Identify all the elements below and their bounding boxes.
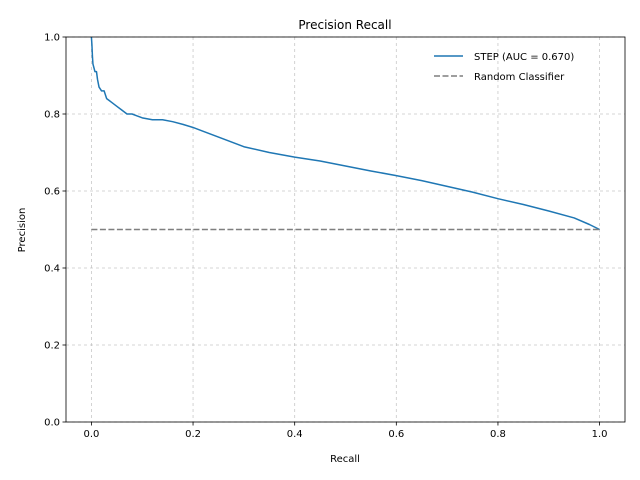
chart-title: Precision Recall: [298, 18, 391, 32]
legend-label: Random Classifier: [474, 72, 565, 83]
x-tick-label: 0.0: [83, 429, 99, 440]
axes-frame: [65, 36, 626, 423]
y-tick-label: 0.0: [44, 418, 60, 429]
grid: [66, 36, 625, 423]
legend: STEP (AUC = 0.670) Random Classifier: [434, 52, 574, 83]
y-tick-label: 0.6: [44, 187, 60, 198]
y-tick-label: 0.2: [44, 341, 60, 352]
y-tick-label: 1.0: [44, 33, 60, 44]
series-line-step: [90, 36, 600, 231]
x-tick-label: 0.4: [287, 429, 303, 440]
axes: 0.0 0.2 0.4 0.6 0.8 1.0 0.0 0.2 0.4 0.6 0.8 1.0: [44, 33, 626, 440]
x-axis-label: Recall: [330, 454, 360, 465]
y-axis-label: Precision: [17, 208, 28, 253]
x-tick-label: 1.0: [592, 429, 608, 440]
x-tick-label: 0.6: [388, 429, 404, 440]
x-tick-label: 0.2: [185, 429, 201, 440]
x-tick-label: 0.8: [490, 429, 506, 440]
y-tick-label: 0.8: [44, 110, 60, 121]
y-tick-label: 0.4: [44, 264, 60, 275]
plot-area: [90, 36, 600, 231]
legend-label: STEP (AUC = 0.670): [474, 52, 574, 63]
